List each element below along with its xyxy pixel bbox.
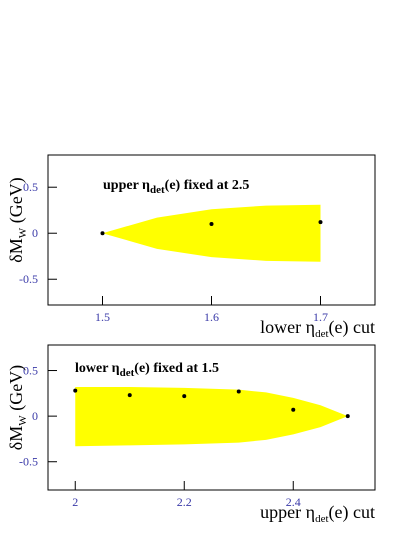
annotation-part: (e) fixed at 1.5 [134, 361, 219, 376]
band [102, 204, 321, 262]
annotation-part: upper η [103, 178, 150, 193]
x-axis-label: upper ηdet(e) cut [260, 502, 375, 525]
point [236, 389, 241, 394]
annotation-part: lower η [75, 361, 120, 376]
y-axis-label: δMW (GeV) [6, 177, 29, 262]
frame [47, 344, 376, 491]
annotation: lower ηdet(e) fixed at 1.5 [75, 361, 219, 379]
x-tick-label: 2 [72, 495, 78, 509]
point [100, 231, 105, 236]
y-axis-label-part: (GeV) [6, 365, 27, 415]
x-axis-label-part: upper η [260, 502, 315, 522]
y-axis-label-part: δM [6, 238, 26, 263]
x-tick-label: 2.2 [177, 495, 192, 509]
y-axis-label: δMW (GeV) [6, 365, 29, 450]
point [182, 394, 187, 399]
y-axis-label-part: δM [6, 426, 26, 451]
x-tick-label: 1.7 [313, 310, 328, 324]
annotation-part: (e) fixed at 2.5 [165, 178, 250, 193]
x-axis-label-part: (e) cut [329, 317, 375, 338]
y-tick-label: -0.5 [19, 272, 38, 286]
y-tick-label: 0.5 [23, 180, 38, 194]
y-axis-label-part: (GeV) [6, 177, 27, 227]
band [75, 386, 348, 447]
y-axis-label-sub: W [17, 227, 29, 238]
x-axis-label-sub: det [315, 328, 328, 340]
x-axis-label-sub: det [315, 513, 328, 525]
x-tick-label: 1.5 [95, 310, 110, 324]
y-tick-label: 0 [32, 409, 38, 423]
x-tick-label: 1.6 [204, 310, 219, 324]
y-tick-label: -0.5 [19, 455, 38, 469]
point [318, 220, 323, 225]
y-axis-label-sub: W [17, 415, 29, 426]
point [291, 407, 296, 412]
x-axis-label-part: lower η [260, 317, 315, 337]
y-tick-label: 0.5 [23, 364, 38, 378]
annotation: upper ηdet(e) fixed at 2.5 [103, 178, 249, 196]
annotation-sub: det [150, 184, 165, 196]
point [127, 393, 132, 398]
point [73, 388, 78, 393]
x-tick-label: 2.4 [286, 495, 301, 509]
point [209, 222, 214, 227]
point [345, 414, 350, 419]
y-tick-label: 0 [32, 226, 38, 240]
annotation-sub: det [120, 367, 135, 379]
x-axis-label-part: (e) cut [329, 502, 375, 523]
x-axis-label: lower ηdet(e) cut [260, 317, 375, 340]
